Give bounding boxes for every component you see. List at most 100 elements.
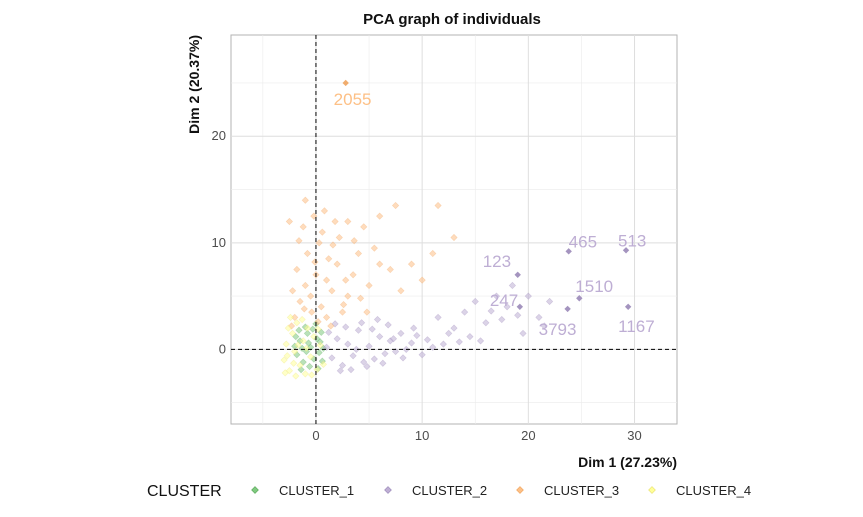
data-point xyxy=(413,331,421,340)
legend: CLUSTER CLUSTER_1 CLUSTER_2 CLUSTER_3 CLUST… xyxy=(147,483,751,500)
data-point xyxy=(338,361,347,370)
data-point xyxy=(303,329,312,338)
data-point xyxy=(317,303,325,311)
data-point xyxy=(301,370,309,378)
data-point xyxy=(498,315,506,324)
data-point xyxy=(379,359,387,367)
legend-key xyxy=(516,486,524,494)
data-point xyxy=(281,369,289,377)
x-tick-label: 20 xyxy=(521,428,535,443)
series-cluster-3 xyxy=(285,196,458,330)
legend-item-cluster-1: CLUSTER_1 xyxy=(251,483,354,498)
data-point xyxy=(407,339,416,347)
data-point xyxy=(327,322,335,330)
data-point xyxy=(299,223,307,231)
data-point xyxy=(292,372,300,380)
points xyxy=(280,196,554,380)
data-point xyxy=(397,287,405,295)
data-point xyxy=(407,260,416,268)
data-point xyxy=(322,343,331,351)
data-point xyxy=(535,313,543,322)
data-point xyxy=(322,276,331,284)
labeled-point xyxy=(576,295,583,302)
legend-label: CLUSTER_4 xyxy=(676,483,751,498)
data-point xyxy=(508,281,517,290)
data-point xyxy=(439,340,448,348)
data-point xyxy=(466,332,474,341)
data-point xyxy=(303,249,312,258)
data-point xyxy=(339,301,348,309)
data-point xyxy=(418,276,426,284)
data-point xyxy=(342,323,350,331)
data-point xyxy=(328,354,336,362)
data-point xyxy=(311,258,319,266)
data-point xyxy=(283,352,291,360)
data-point xyxy=(349,352,357,360)
data-point xyxy=(370,355,378,363)
data-point xyxy=(397,329,405,338)
data-point xyxy=(286,313,295,322)
data-point xyxy=(476,337,485,345)
data-point xyxy=(307,353,315,361)
x-tick-label: 30 xyxy=(627,428,641,443)
chart-title: PCA graph of individuals xyxy=(363,11,541,28)
labeled-point xyxy=(624,303,632,310)
data-point xyxy=(450,324,458,332)
y-tick-label: 0 xyxy=(219,341,226,356)
data-point xyxy=(322,313,331,322)
data-point xyxy=(282,340,290,348)
series-cluster-2 xyxy=(322,281,554,375)
data-point xyxy=(296,297,304,306)
data-point xyxy=(300,305,308,313)
data-point xyxy=(540,322,548,330)
data-point xyxy=(314,318,322,326)
data-point xyxy=(524,292,532,300)
data-point xyxy=(298,315,306,324)
data-point xyxy=(319,360,328,368)
data-point xyxy=(315,239,323,247)
data-point xyxy=(503,303,511,311)
data-point xyxy=(333,260,341,268)
data-point xyxy=(313,366,321,374)
data-point xyxy=(299,337,307,345)
data-point xyxy=(365,281,373,290)
data-point xyxy=(389,335,398,343)
data-point xyxy=(295,326,303,334)
data-point xyxy=(335,233,343,242)
legend-label: CLUSTER_1 xyxy=(279,483,354,498)
data-point xyxy=(370,244,378,252)
data-point xyxy=(344,292,352,300)
data-point xyxy=(434,313,442,322)
data-point xyxy=(284,324,292,332)
point-label: 3793 xyxy=(539,320,577,339)
data-point xyxy=(386,265,394,274)
data-point xyxy=(314,325,322,333)
data-point xyxy=(333,335,341,343)
data-point xyxy=(336,367,345,375)
point-label: 247 xyxy=(490,291,518,310)
data-point xyxy=(331,217,339,226)
data-point xyxy=(293,319,301,327)
data-point xyxy=(288,329,297,338)
labeled-point xyxy=(516,303,524,310)
point-labels: 2055 123 465 513 247 1510 3793 1167 xyxy=(334,79,655,339)
data-point xyxy=(294,341,302,349)
legend-item-cluster-3: CLUSTER_3 xyxy=(516,483,619,498)
data-point xyxy=(391,201,400,210)
data-point xyxy=(434,201,442,210)
legend-item-cluster-2: CLUSTER_2 xyxy=(384,483,487,498)
data-point xyxy=(354,249,363,258)
data-point xyxy=(487,307,495,315)
data-point xyxy=(316,341,324,349)
data-point xyxy=(342,276,350,284)
x-tick-label: 10 xyxy=(415,428,429,443)
data-point xyxy=(352,345,360,354)
data-point xyxy=(305,362,314,371)
data-point xyxy=(350,237,358,245)
data-point xyxy=(301,281,309,290)
data-point xyxy=(381,350,389,358)
data-point xyxy=(471,297,479,306)
tick-labels: 0 10 20 30 0 10 20 xyxy=(212,128,642,443)
data-point xyxy=(301,196,309,204)
